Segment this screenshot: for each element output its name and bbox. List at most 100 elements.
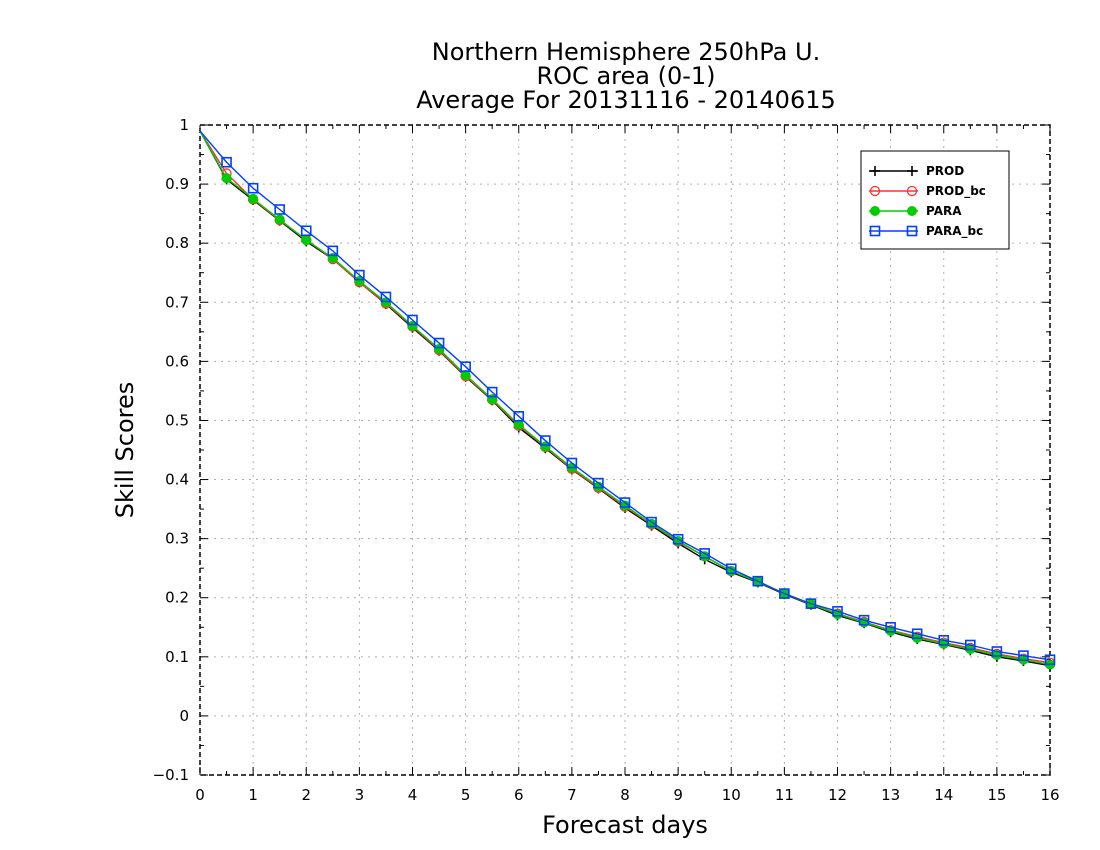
- y-tick-label: 0.1: [165, 648, 189, 666]
- x-tick-label: 16: [1040, 786, 1059, 804]
- x-tick-label: 2: [301, 786, 311, 804]
- x-tick-label: 10: [722, 786, 741, 804]
- x-tick-labels: 0 1 2 3 4 5 6 7 8 9 10 11 12 13 14 15 16: [195, 786, 1059, 804]
- x-axis-title: Forecast days: [542, 811, 708, 839]
- x-tick-label: 1: [248, 786, 258, 804]
- x-tick-label: 7: [567, 786, 577, 804]
- legend-marker: [869, 225, 881, 237]
- data-point: [593, 477, 604, 489]
- legend-label: PROD: [926, 164, 964, 178]
- legend-item: PROD_bc: [869, 184, 986, 199]
- data-point: [752, 575, 764, 587]
- data-point: [300, 225, 312, 237]
- y-tick-label: 0.7: [165, 293, 189, 311]
- legend-marker: [870, 166, 880, 176]
- legend-box: [860, 150, 1010, 250]
- data-point: [965, 639, 976, 651]
- data-point: [805, 598, 817, 609]
- x-tick-label: 5: [461, 786, 471, 804]
- data-point: [1044, 654, 1056, 666]
- legend-item: PARA: [869, 204, 962, 218]
- data-point: [540, 435, 551, 446]
- data-point: [832, 606, 843, 617]
- data-point: [380, 291, 392, 303]
- data-point: [301, 235, 312, 246]
- y-tick-label: 0.5: [165, 411, 189, 429]
- y-tick-label: −0.1: [153, 766, 189, 784]
- data-point: [699, 548, 710, 559]
- data-point: [434, 343, 445, 354]
- legend-marker: [906, 225, 918, 237]
- data-point: [885, 621, 896, 633]
- data-point: [991, 646, 1003, 657]
- title-line-3: Average For 20131116 - 20140615: [416, 86, 836, 114]
- y-tick-label: 0.8: [165, 234, 189, 252]
- x-tick-label: 15: [987, 786, 1006, 804]
- title-line-2: ROC area (0-1): [536, 62, 715, 90]
- data-point: [407, 314, 418, 326]
- legend-marker: [907, 206, 917, 216]
- data-point: [354, 276, 365, 286]
- data-point: [274, 214, 285, 225]
- y-tick-label: 1: [179, 116, 189, 134]
- data-point: [646, 516, 657, 528]
- legend-marker: [870, 206, 880, 216]
- data-point: [248, 193, 259, 204]
- x-tick-label: 9: [673, 786, 683, 804]
- legend-marker: [906, 185, 918, 197]
- x-tick-label: 3: [355, 786, 365, 804]
- data-point: [911, 628, 923, 640]
- x-tick-label: 8: [620, 786, 630, 804]
- data-point: [540, 441, 551, 452]
- legend-item: PARA_bc: [869, 224, 983, 239]
- series-line: [199, 130, 1051, 661]
- legend-label: PARA_bc: [926, 224, 983, 239]
- y-tick-label: 0: [179, 707, 189, 725]
- legend-label: PROD_bc: [926, 184, 986, 199]
- series-para-bc: [199, 130, 1056, 666]
- y-tick-label: 0.6: [165, 352, 189, 370]
- x-tick-label: 6: [514, 786, 524, 804]
- data-point: [938, 634, 950, 646]
- legend-item: PROD: [869, 164, 964, 178]
- data-point: [858, 614, 870, 626]
- data-point: [274, 204, 285, 215]
- data-point: [433, 337, 445, 349]
- y-tick-label: 0.9: [165, 175, 189, 193]
- legend-label: PARA: [926, 204, 962, 218]
- title-line-1: Northern Hemisphere 250hPa U.: [432, 38, 820, 66]
- x-tick-label: 11: [775, 786, 794, 804]
- data-point: [1018, 650, 1029, 661]
- data-point: [486, 386, 498, 398]
- y-axis-title: Skill Scores: [111, 382, 139, 519]
- series-group: [199, 130, 1056, 671]
- data-point: [779, 588, 790, 599]
- x-tick-label: 0: [195, 786, 205, 804]
- axis-ticks: [199, 124, 1051, 776]
- data-point: [619, 497, 631, 508]
- legend-marker: [907, 166, 917, 176]
- data-point: [672, 533, 684, 545]
- data-point: [247, 182, 259, 194]
- data-point: [460, 361, 471, 372]
- y-tick-label: 0.2: [165, 589, 189, 607]
- data-point: [354, 269, 365, 281]
- data-point: [725, 563, 737, 575]
- x-tick-label: 14: [934, 786, 953, 804]
- data-point: [221, 173, 232, 184]
- legend: PROD PROD_bc PARA PARA_bc: [860, 150, 1010, 250]
- data-point: [566, 457, 578, 469]
- x-tick-label: 4: [408, 786, 418, 804]
- y-tick-label: 0.3: [165, 530, 189, 548]
- x-tick-label: 13: [881, 786, 900, 804]
- legend-marker: [869, 185, 881, 197]
- x-tick-label: 12: [828, 786, 847, 804]
- data-point: [221, 156, 232, 168]
- y-tick-labels: −0.1 0 0.1 0.2 0.3 0.4 0.5 0.6 0.7 0.8 0.9 1: [153, 116, 189, 784]
- chart-title: Northern Hemisphere 250hPa U. ROC area (…: [416, 38, 836, 114]
- data-point: [513, 411, 525, 422]
- y-tick-label: 0.4: [165, 471, 189, 489]
- data-point: [407, 320, 418, 331]
- data-point: [327, 245, 339, 257]
